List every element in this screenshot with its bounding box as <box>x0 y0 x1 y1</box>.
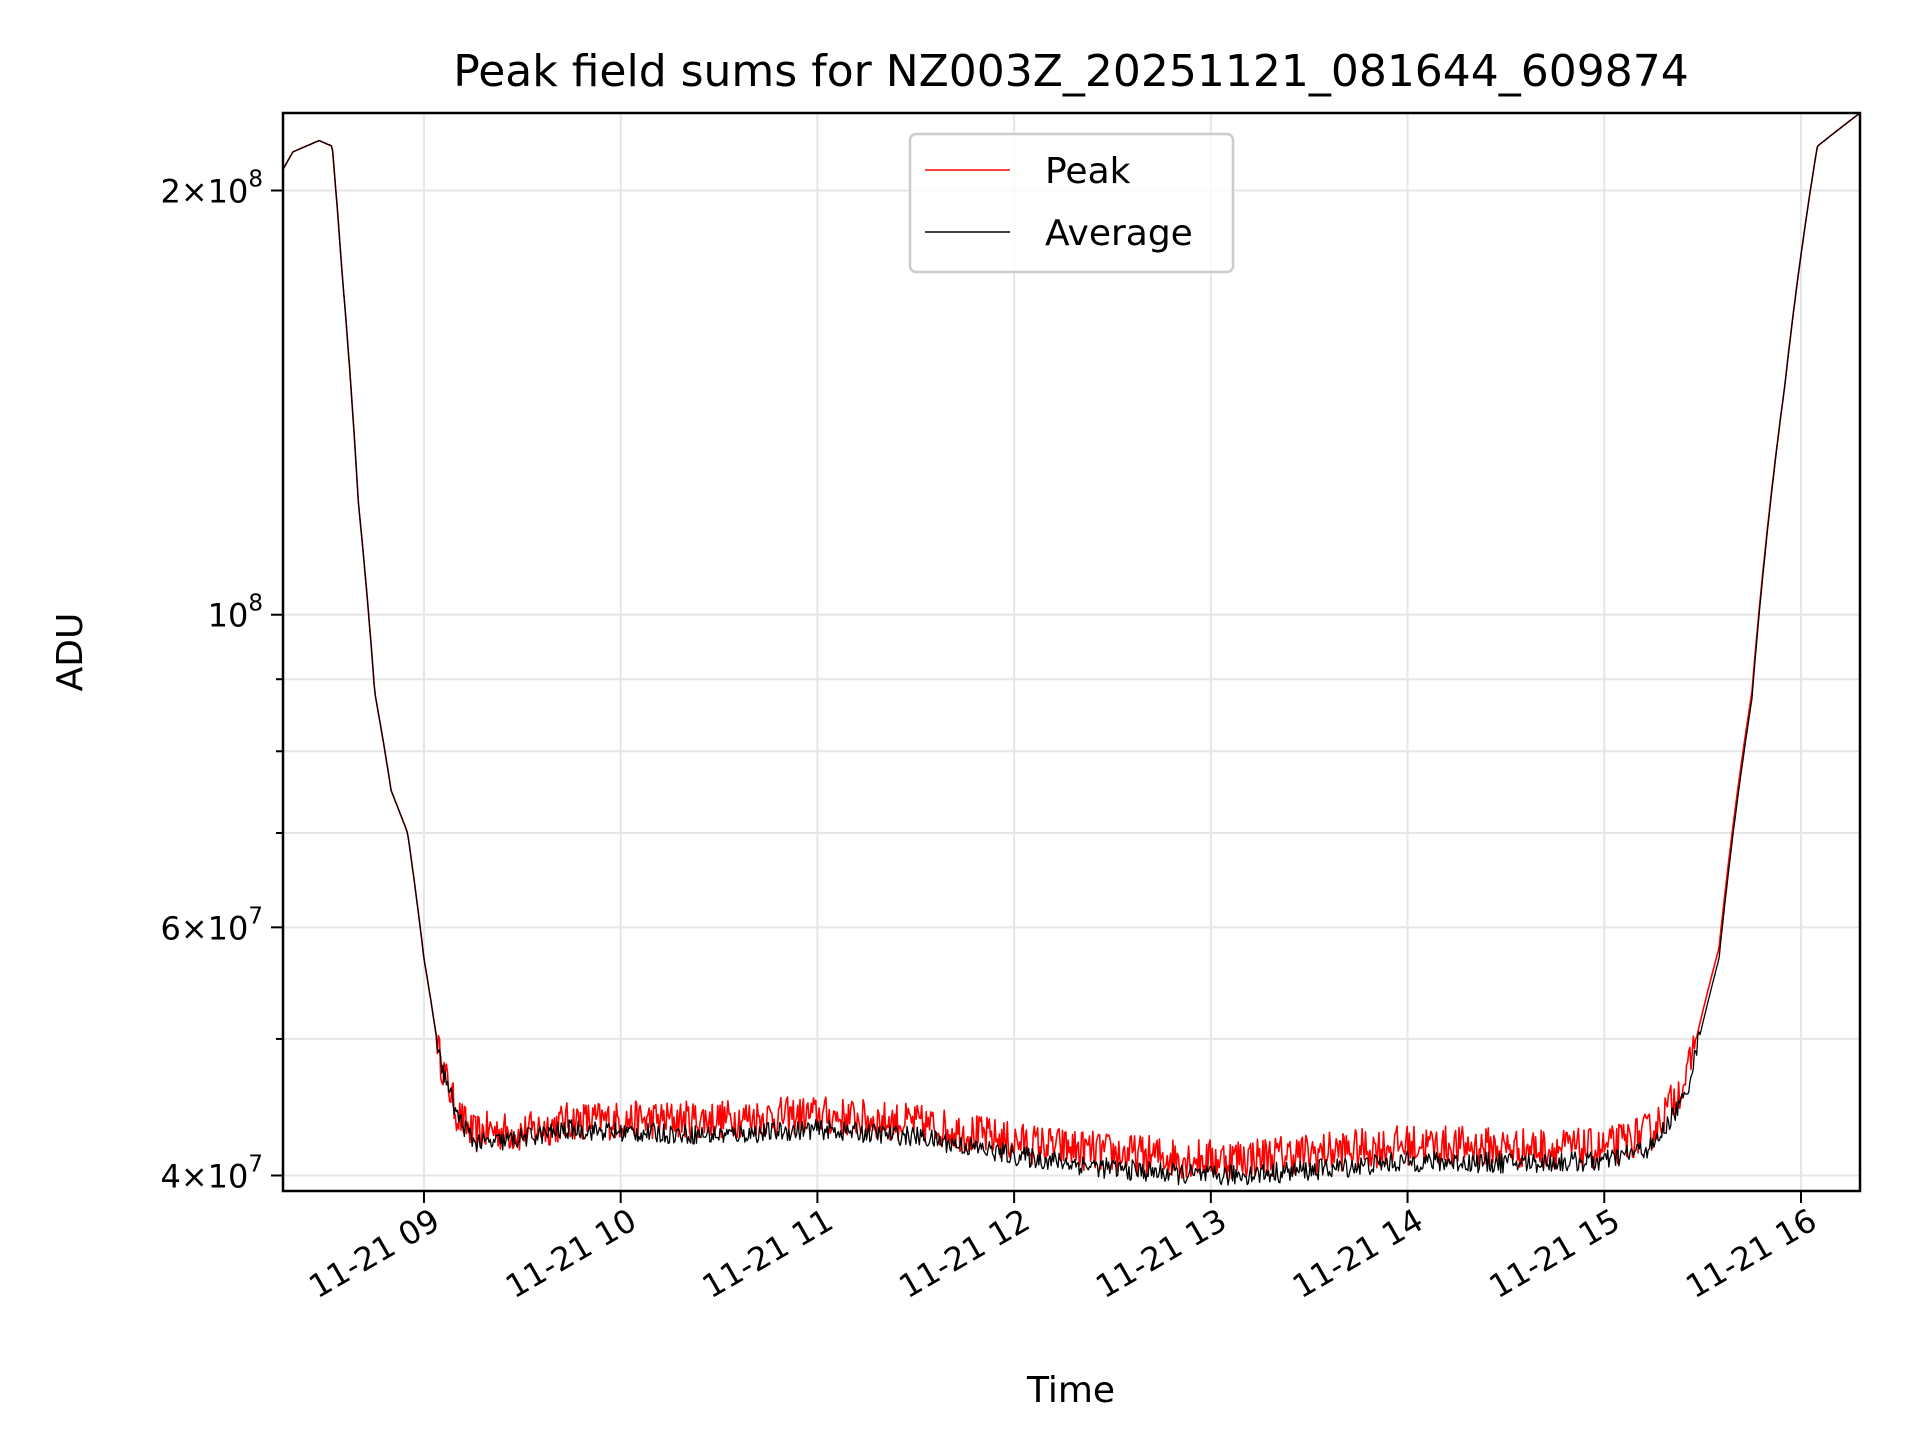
legend: Peak Average <box>908 132 1235 274</box>
y-axis-label: ADU <box>50 613 91 692</box>
y-tick-label: 108 <box>208 591 263 635</box>
legend-peak-label: Peak <box>1045 151 1131 192</box>
y-axis-ticks: 4×107 6×107 108 2×108 <box>160 167 283 1196</box>
plot-frame <box>281 111 1862 1193</box>
series-line-average <box>282 112 1861 1186</box>
series-lines <box>282 112 1861 1186</box>
grid-lines <box>283 113 1860 1191</box>
y-tick-label: 4×107 <box>160 1152 263 1196</box>
legend-box <box>908 132 1235 274</box>
y-tick-label: 2×108 <box>160 167 263 211</box>
legend-average-label: Average <box>1045 213 1193 254</box>
y-tick-label: 6×107 <box>160 903 263 947</box>
x-axis-label: Time <box>1026 1370 1115 1411</box>
chart-title: Peak field sums for NZ003Z_20251121_0816… <box>453 46 1689 97</box>
